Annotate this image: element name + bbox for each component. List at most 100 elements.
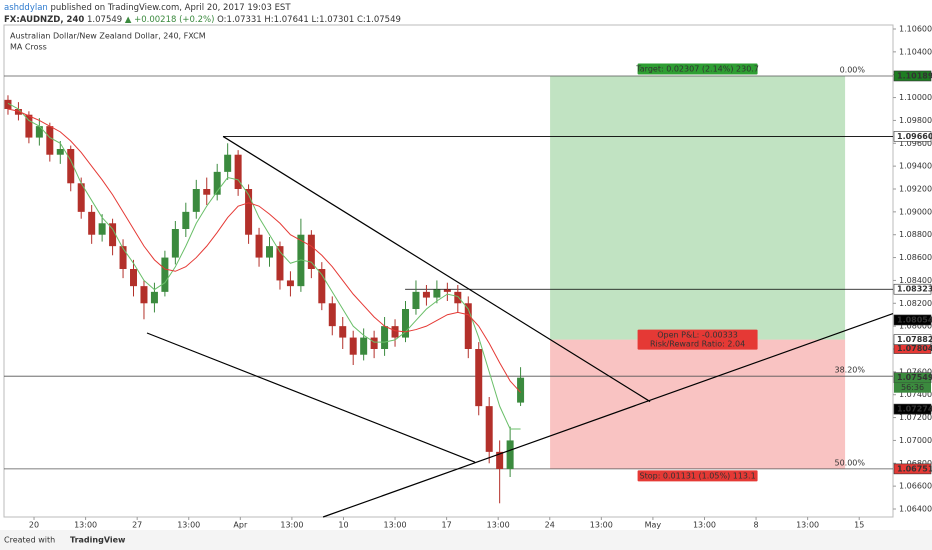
- x-tick-label: 27: [132, 521, 142, 530]
- price-label: 1.07804: [897, 344, 932, 353]
- price-label: 1.10189: [897, 71, 932, 80]
- candle-body: [245, 189, 253, 235]
- candle-body: [182, 211, 190, 229]
- candle-body: [517, 377, 525, 403]
- stop-zone: [550, 339, 846, 469]
- price-label: 1.06751: [897, 464, 932, 473]
- symbol: FX:AUDNZD, 240: [4, 15, 84, 25]
- candle-body: [422, 291, 430, 298]
- target-zone: [550, 75, 846, 340]
- price-label: 1.07274: [897, 405, 932, 414]
- candle-body: [192, 189, 200, 212]
- x-tick-label: 13:00: [74, 521, 97, 530]
- candle-body: [276, 246, 284, 281]
- y-tick-label: 1.08200: [899, 299, 932, 308]
- y-tick-label: 1.09800: [899, 116, 932, 125]
- price-label: 1.08323: [897, 285, 932, 294]
- chart-title: Australian Dollar/New Zealand Dollar, 24…: [10, 32, 206, 41]
- countdown: 56:36: [901, 383, 924, 392]
- trendline: [146, 332, 476, 463]
- candle-body: [328, 303, 336, 327]
- candle-body: [370, 337, 378, 349]
- price-label-box: [893, 334, 932, 345]
- candle-body: [56, 149, 64, 155]
- candle-body: [318, 269, 326, 304]
- candle-body: [213, 171, 221, 195]
- y-tick-label: 1.06400: [899, 505, 932, 514]
- ohlc: O:1.07331 H:1.07641 L:1.07301 C:1.07549: [217, 15, 401, 25]
- candle-body: [402, 309, 410, 338]
- x-tick-label: 13:00: [177, 521, 200, 530]
- target-label-box: [637, 63, 758, 75]
- y-tick-label: 1.10000: [899, 93, 932, 102]
- candle-body: [297, 234, 305, 287]
- price-label: 1.08054: [897, 315, 932, 324]
- candle-body: [161, 257, 169, 292]
- candle-body: [203, 189, 211, 195]
- change: ▲ +0.00218 (+0.2%): [125, 15, 215, 25]
- price-label: 1.09660: [897, 132, 932, 141]
- candle-body: [234, 154, 242, 189]
- candle-body: [464, 303, 472, 349]
- candle-body: [140, 286, 148, 304]
- candle-body: [130, 269, 138, 287]
- x-tick-label: 8: [754, 521, 759, 530]
- candle-body: [349, 337, 357, 355]
- candle-body: [14, 109, 22, 115]
- y-tick-label: 1.10600: [899, 25, 932, 34]
- candle-body: [360, 337, 368, 355]
- candle-body: [255, 234, 263, 258]
- candle-body: [88, 211, 96, 235]
- indicator-name: MA Cross: [10, 43, 47, 52]
- stop-label-box: [637, 470, 758, 482]
- y-tick-label: 1.07600: [899, 367, 932, 376]
- candle-body: [67, 149, 75, 184]
- pnl-label: Open P&L: -0.00333: [657, 331, 738, 340]
- candle-body: [4, 99, 12, 109]
- x-tick-label: 13:00: [280, 521, 303, 530]
- y-tick-label: 1.06800: [899, 459, 932, 468]
- x-tick-label: 10: [338, 521, 348, 530]
- y-tick-label: 1.09000: [899, 207, 932, 216]
- moving-average: [7, 102, 521, 430]
- candle-body: [98, 223, 106, 235]
- y-tick-label: 1.07200: [899, 413, 932, 422]
- y-tick-label: 1.10400: [899, 47, 932, 56]
- plot-frame: [3, 24, 894, 518]
- price-label-box: [893, 283, 932, 295]
- symbol-line: FX:AUDNZD, 240 1.07549 ▲ +0.00218 (+0.2%…: [4, 15, 401, 25]
- price-label: 1.07882: [897, 335, 932, 344]
- candle-body: [25, 114, 33, 138]
- y-tick-label: 1.08600: [899, 253, 932, 262]
- pnl-label-box: [637, 329, 758, 350]
- candle-body: [496, 451, 504, 469]
- x-tick-label: 13:00: [384, 521, 407, 530]
- x-tick-label: May: [645, 521, 662, 530]
- y-tick-label: 1.07400: [899, 390, 932, 399]
- y-tick-label: 1.09200: [899, 185, 932, 194]
- target-label: Target: 0.02307 (2.14%) 230.7: [635, 64, 759, 73]
- price-label-box: [893, 314, 932, 326]
- candle-body: [171, 229, 179, 258]
- x-tick-label: 24: [545, 521, 555, 530]
- moving-average: [7, 108, 521, 393]
- pnl-label: Risk/Reward Ratio: 2.04: [650, 340, 745, 349]
- candle-body: [119, 246, 127, 269]
- fib-label: 50.00%: [834, 458, 865, 467]
- candle-body: [150, 291, 158, 304]
- footer-bar: [0, 530, 932, 550]
- price-label-box: [893, 403, 932, 415]
- x-tick-label: 13:00: [693, 521, 716, 530]
- x-tick-label: 13:00: [796, 521, 819, 530]
- footer-created: Created with: [4, 536, 55, 545]
- author[interactable]: ashddylan: [4, 3, 48, 13]
- y-tick-label: 1.07000: [899, 436, 932, 445]
- y-tick-label: 1.08000: [899, 322, 932, 331]
- x-tick-label: Apr: [233, 521, 248, 530]
- candle-body: [35, 126, 43, 138]
- trendline: [322, 313, 894, 518]
- footer-brand[interactable]: TradingView: [70, 536, 126, 545]
- candle-body: [506, 440, 514, 469]
- candle-body: [475, 349, 483, 407]
